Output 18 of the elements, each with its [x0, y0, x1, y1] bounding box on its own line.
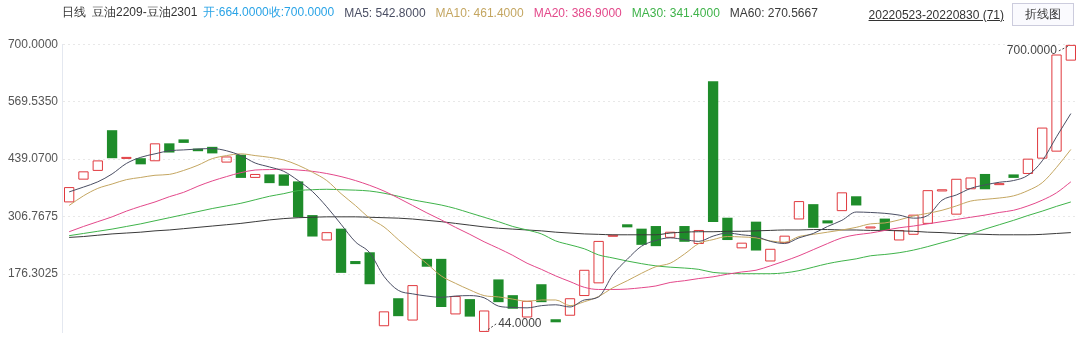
text: MA5: 542.8000	[344, 5, 426, 20]
text: 开:664.0000	[203, 5, 269, 19]
chart-subtitle: 豆油2209-豆油2301	[92, 4, 198, 21]
y-tick-label: 439.0700	[7, 151, 59, 166]
text: MA60: 270.5667	[729, 5, 818, 20]
annotation: 700.0000	[1006, 43, 1058, 58]
y-tick-label: 176.3025	[7, 266, 59, 281]
y-tick-label: 306.7675	[7, 209, 59, 224]
text: 20220523-20220830 (71)	[868, 7, 1004, 22]
text: MA10: 461.4000	[435, 5, 524, 20]
chart-title: 日线	[62, 4, 86, 21]
text: 折线图	[1012, 3, 1074, 26]
text: 收:700.0000	[268, 5, 335, 19]
text: MA20: 386.9000	[533, 5, 622, 20]
y-tick-label: 700.0000	[7, 37, 59, 52]
text: MA30: 341.4000	[631, 5, 720, 20]
annotation: 44.0000	[498, 316, 542, 331]
y-tick-label: 569.5350	[7, 94, 59, 109]
